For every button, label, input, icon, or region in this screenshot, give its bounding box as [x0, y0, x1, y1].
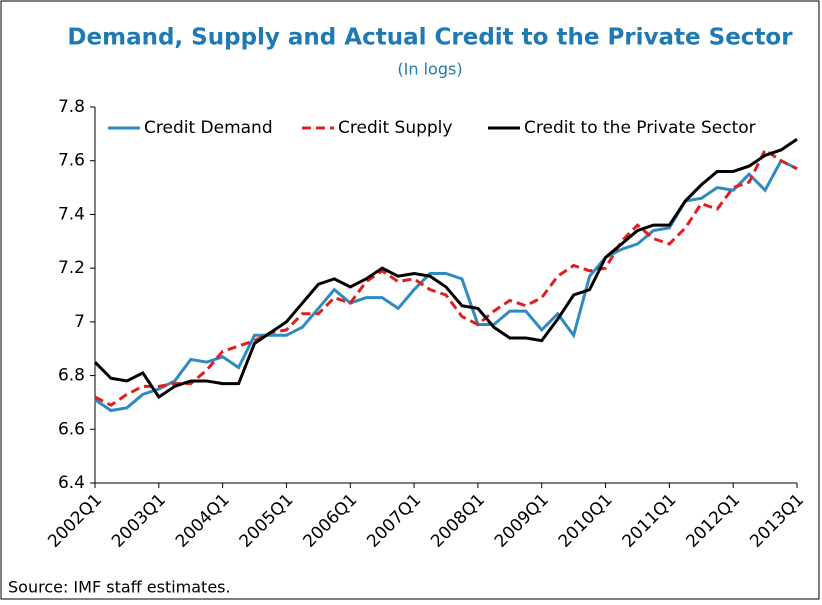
x-tick-label: 2002Q1	[44, 490, 106, 552]
y-tick-label: 7.6	[58, 151, 85, 171]
legend-label: Credit Demand	[144, 118, 273, 138]
y-tick-label: 7.2	[58, 258, 85, 278]
x-tick-label: 2013Q1	[746, 490, 808, 552]
x-tick-label: 2007Q1	[363, 490, 425, 552]
chart-title: Demand, Supply and Actual Credit to the …	[67, 25, 793, 51]
source-note: Source: IMF staff estimates.	[8, 578, 231, 597]
x-tick-label: 2010Q1	[555, 490, 617, 552]
x-tick-label: 2006Q1	[299, 490, 361, 552]
x-tick-label: 2009Q1	[491, 490, 553, 552]
x-tick-label: 2011Q1	[619, 490, 681, 552]
x-tick-label: 2005Q1	[236, 490, 298, 552]
y-tick-label: 6.8	[58, 366, 85, 386]
y-tick-label: 7.8	[58, 97, 85, 117]
chart-subtitle: (In logs)	[397, 60, 462, 79]
x-tick-label: 2012Q1	[682, 490, 744, 552]
legend-label: Credit Supply	[338, 118, 452, 138]
y-tick-label: 6.4	[58, 473, 85, 493]
x-tick-label: 2008Q1	[427, 490, 489, 552]
y-tick-label: 7.4	[58, 204, 85, 224]
x-tick-label: 2004Q1	[172, 490, 234, 552]
x-tick-label: 2003Q1	[108, 490, 170, 552]
series-line	[93, 137, 798, 400]
legend-label: Credit to the Private Sector	[524, 118, 756, 138]
series-line	[94, 147, 798, 407]
y-tick-label: 7	[74, 312, 85, 332]
y-tick-label: 6.6	[58, 419, 85, 439]
